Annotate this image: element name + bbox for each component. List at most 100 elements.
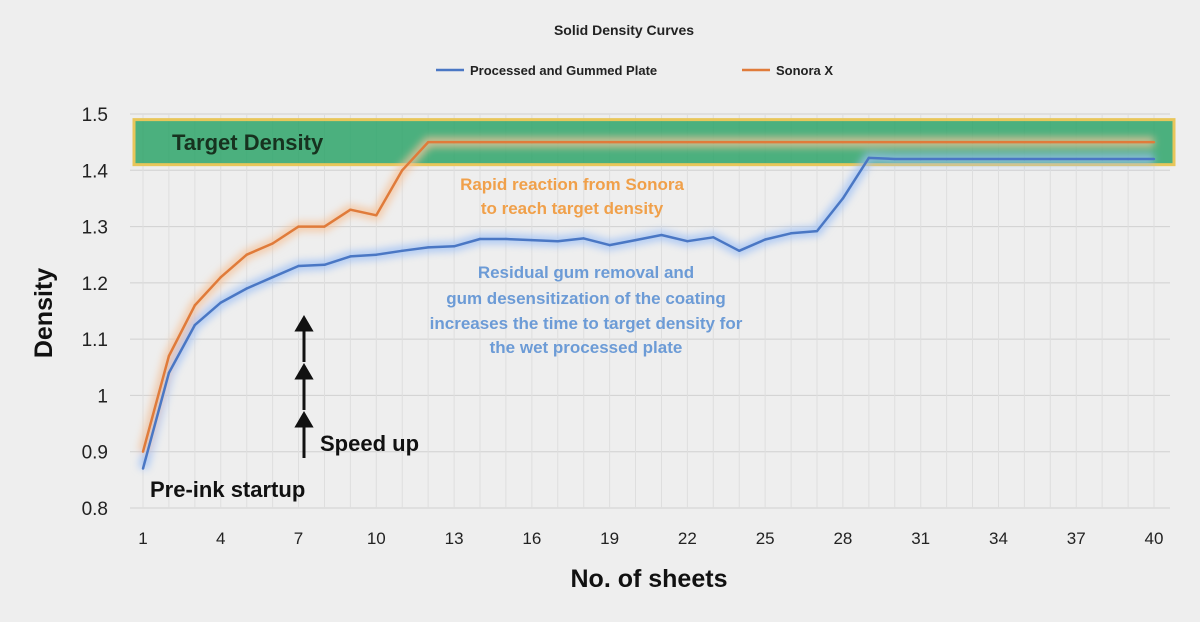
y-tick-label-1: 0.9 xyxy=(82,443,108,464)
data-point-s0-10 xyxy=(375,253,378,256)
x-tick-label-0: 1 xyxy=(138,529,147,548)
data-point-s0-13 xyxy=(452,245,456,248)
data-point-s1-18 xyxy=(582,140,585,144)
speed-up-label: Speed up xyxy=(320,431,419,456)
data-point-s1-26 xyxy=(789,140,793,144)
data-point-s0-29 xyxy=(867,156,871,160)
data-point-s0-7 xyxy=(297,264,300,268)
data-point-s0-19 xyxy=(608,243,611,247)
x-tick-label-8: 25 xyxy=(756,529,775,548)
y-tick-label-0: 0.8 xyxy=(82,499,108,520)
y-tick-label-2: 1 xyxy=(97,386,108,407)
annotation-processed-line-3: increases the time to target density for xyxy=(430,314,743,333)
data-point-s1-25 xyxy=(763,140,767,144)
x-tick-label-12: 37 xyxy=(1067,529,1086,548)
data-point-s0-8 xyxy=(323,263,326,267)
arrowhead-3-icon xyxy=(294,411,314,428)
data-point-s1-17 xyxy=(556,140,559,144)
x-axis-ticks: 1 4 7 10 13 16 19 22 25 28 31 34 37 40 xyxy=(138,529,1163,548)
data-point-s0-40 xyxy=(1152,157,1156,161)
data-point-s0-37 xyxy=(1075,157,1078,161)
data-point-s1-37 xyxy=(1075,140,1078,144)
data-point-s0-5 xyxy=(245,287,248,290)
data-point-s1-22 xyxy=(686,140,689,144)
data-point-s0-1 xyxy=(141,467,145,470)
legend-label-processed: Processed and Gummed Plate xyxy=(470,63,657,78)
data-point-s0-39 xyxy=(1126,157,1130,161)
data-point-s0-27 xyxy=(815,229,819,233)
data-point-s0-12 xyxy=(426,246,430,249)
data-point-s0-2 xyxy=(167,371,171,375)
data-point-s1-29 xyxy=(867,140,871,144)
data-point-s0-11 xyxy=(401,249,404,252)
data-point-s1-30 xyxy=(893,140,896,144)
data-point-s0-23 xyxy=(712,236,715,239)
data-point-s0-3 xyxy=(193,323,197,327)
data-point-s0-15 xyxy=(504,237,508,241)
data-point-s1-32 xyxy=(945,140,948,144)
data-point-s1-6 xyxy=(271,242,274,245)
y-tick-label-4: 1.2 xyxy=(82,274,108,295)
data-point-s1-28 xyxy=(841,140,845,144)
chart-title: Solid Density Curves xyxy=(554,22,694,38)
data-point-s0-9 xyxy=(349,255,352,258)
data-point-s1-35 xyxy=(1023,140,1026,144)
data-point-s0-6 xyxy=(271,276,274,279)
data-point-s0-38 xyxy=(1100,157,1104,161)
data-point-s1-33 xyxy=(971,140,974,144)
data-point-s0-31 xyxy=(919,157,922,161)
arrowhead-1-icon xyxy=(294,315,314,332)
data-point-s1-21 xyxy=(660,140,663,144)
arrowhead-2-icon xyxy=(294,363,314,380)
x-tick-label-5: 16 xyxy=(522,529,541,548)
data-point-s1-39 xyxy=(1126,140,1130,144)
data-point-s1-27 xyxy=(815,140,819,144)
x-axis-title: No. of sheets xyxy=(571,565,728,593)
data-point-s1-31 xyxy=(919,140,922,144)
x-tick-label-4: 13 xyxy=(445,529,464,548)
data-point-s0-25 xyxy=(763,238,767,241)
annotation-sonora-line-2: to reach target density xyxy=(481,199,664,218)
data-point-s1-23 xyxy=(712,140,715,144)
y-tick-label-6: 1.4 xyxy=(82,161,109,182)
data-point-s0-21 xyxy=(660,233,663,237)
data-point-s0-30 xyxy=(893,157,896,161)
data-point-s1-34 xyxy=(997,140,1000,144)
data-point-s1-13 xyxy=(452,140,456,144)
data-point-s0-35 xyxy=(1023,157,1026,161)
y-tick-label-5: 1.3 xyxy=(82,218,108,239)
data-point-s1-38 xyxy=(1100,140,1104,144)
x-tick-label-7: 22 xyxy=(678,529,697,548)
legend-label-sonora: Sonora X xyxy=(776,63,833,78)
data-point-s1-11 xyxy=(401,169,404,172)
y-tick-label-3: 1.1 xyxy=(82,330,108,351)
x-tick-label-6: 19 xyxy=(600,529,619,548)
data-point-s0-17 xyxy=(556,240,559,243)
data-point-s1-20 xyxy=(634,140,637,144)
data-point-s0-24 xyxy=(738,249,741,252)
data-point-s1-7 xyxy=(297,225,300,228)
data-point-s1-10 xyxy=(375,214,378,217)
data-point-s1-1 xyxy=(141,450,145,453)
data-point-s1-14 xyxy=(478,140,482,144)
data-point-s0-14 xyxy=(478,237,482,241)
x-tick-label-1: 4 xyxy=(216,529,225,548)
data-point-s1-12 xyxy=(426,140,430,144)
data-point-s0-16 xyxy=(530,238,534,242)
annotation-processed-line-1: Residual gum removal and xyxy=(478,263,694,282)
x-tick-label-2: 7 xyxy=(294,529,303,548)
x-tick-label-10: 31 xyxy=(911,529,930,548)
data-point-s1-9 xyxy=(349,208,352,211)
gridlines xyxy=(130,113,1170,509)
data-point-s1-5 xyxy=(245,253,248,256)
x-tick-label-11: 34 xyxy=(989,529,1008,548)
data-point-s1-19 xyxy=(608,140,611,144)
series-layer xyxy=(141,140,1156,470)
data-point-s0-20 xyxy=(634,238,637,242)
data-point-s1-40 xyxy=(1152,140,1156,144)
data-point-s1-2 xyxy=(167,354,171,358)
data-point-s1-16 xyxy=(530,140,534,144)
x-tick-label-3: 10 xyxy=(367,529,386,548)
data-point-s1-8 xyxy=(323,225,326,228)
